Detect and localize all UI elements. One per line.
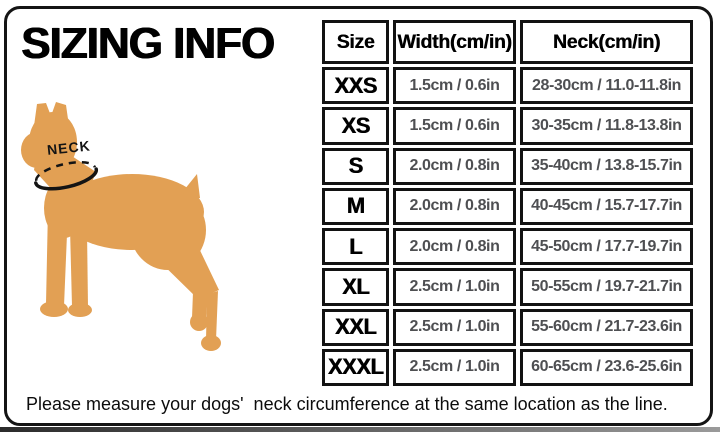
- neck-cell: 60-65cm / 23.6-25.6in: [520, 348, 693, 386]
- size-cell: XXS: [322, 67, 389, 105]
- sizing-table: Size Width(cm/in) Neck(cm/in) XXS 1.5cm …: [318, 17, 697, 389]
- measure-note: Please measure your dogs' neck circumfer…: [26, 394, 668, 414]
- width-cell: 1.5cm / 0.6in: [393, 67, 516, 105]
- dog-hind-paw-near-shape: [190, 313, 208, 331]
- width-cell: 2.0cm / 0.8in: [393, 228, 516, 266]
- width-cell: 2.0cm / 0.8in: [393, 147, 516, 185]
- neck-collar-line: [34, 160, 98, 191]
- size-cell: XL: [322, 268, 389, 306]
- neck-cell: 28-30cm / 11.0-11.8in: [520, 67, 693, 105]
- size-cell: M: [322, 187, 389, 225]
- neck-cell: 55-60cm / 21.7-23.6in: [520, 308, 693, 346]
- size-cell: XS: [322, 107, 389, 145]
- table-row: M 2.0cm / 0.8in 40-45cm / 15.7-17.7in: [322, 187, 693, 225]
- width-column-header: Width(cm/in): [393, 20, 516, 64]
- dog-silhouette: [21, 102, 221, 351]
- dog-hind-shin-near-shape: [192, 292, 208, 320]
- size-cell: S: [322, 147, 389, 185]
- table-row: XL 2.5cm / 1.0in 50-55cm / 19.7-21.7in: [322, 268, 693, 306]
- width-cell: 2.5cm / 1.0in: [393, 268, 516, 306]
- sizing-table-header: Size Width(cm/in) Neck(cm/in): [322, 20, 693, 64]
- neck-cell: 40-45cm / 15.7-17.7in: [520, 187, 693, 225]
- width-cell: 1.5cm / 0.6in: [393, 107, 516, 145]
- header-row: Size Width(cm/in) Neck(cm/in): [322, 20, 693, 64]
- neck-cell: 50-55cm / 19.7-21.7in: [520, 268, 693, 306]
- table-row: XS 1.5cm / 0.6in 30-35cm / 11.8-13.8in: [322, 107, 693, 145]
- dog-front-paw2-shape: [68, 303, 92, 317]
- table-row: XXXL 2.5cm / 1.0in 60-65cm / 23.6-25.6in: [322, 348, 693, 386]
- table-row: XXL 2.5cm / 1.0in 55-60cm / 21.7-23.6in: [322, 308, 693, 346]
- size-cell: XXL: [322, 308, 389, 346]
- size-cell: L: [322, 228, 389, 266]
- dog-hind-upper-leg-shape: [150, 242, 219, 299]
- neck-cell: 35-40cm / 13.8-15.7in: [520, 147, 693, 185]
- size-column-header: Size: [322, 20, 389, 64]
- sizing-info-card: SIZING INFO NECK: [4, 6, 713, 426]
- width-cell: 2.5cm / 1.0in: [393, 348, 516, 386]
- neck-cell: 45-50cm / 17.7-19.7in: [520, 228, 693, 266]
- size-cell: XXXL: [322, 348, 389, 386]
- neck-label: NECK: [46, 137, 91, 157]
- collar-dashed-arc: [35, 160, 96, 182]
- dog-front-paw-shape: [40, 301, 68, 317]
- dog-front-leg2-shape: [70, 228, 88, 307]
- dog-hind-paw-far-shape: [201, 335, 221, 351]
- table-row: S 2.0cm / 0.8in 35-40cm / 13.8-15.7in: [322, 147, 693, 185]
- width-cell: 2.0cm / 0.8in: [393, 187, 516, 225]
- neck-column-header: Neck(cm/in): [520, 20, 693, 64]
- dog-diagram: NECK: [21, 102, 221, 351]
- table-row: L 2.0cm / 0.8in 45-50cm / 17.7-19.7in: [322, 228, 693, 266]
- neck-cell: 30-35cm / 11.8-13.8in: [520, 107, 693, 145]
- dog-hind-shin-far-shape: [206, 291, 218, 340]
- table-row: XXS 1.5cm / 0.6in 28-30cm / 11.0-11.8in: [322, 67, 693, 105]
- sizing-table-body: XXS 1.5cm / 0.6in 28-30cm / 11.0-11.8in …: [322, 67, 693, 386]
- collar-solid-arc: [34, 167, 98, 191]
- dog-front-leg-shape: [46, 208, 68, 306]
- page-title: SIZING INFO: [21, 19, 275, 68]
- width-cell: 2.5cm / 1.0in: [393, 308, 516, 346]
- bottom-edge-strip: [0, 427, 720, 432]
